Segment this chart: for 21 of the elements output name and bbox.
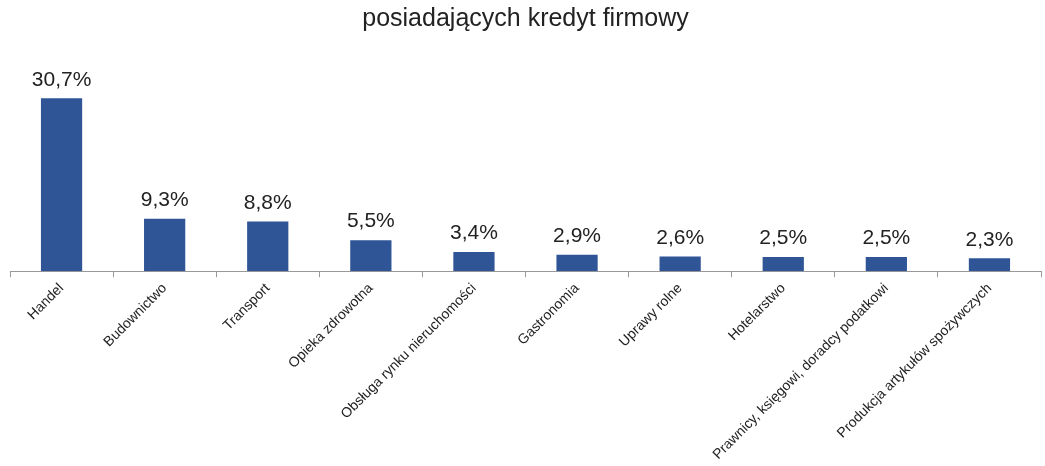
data-label: 9,3%: [140, 187, 189, 211]
bar: [659, 256, 701, 272]
bar: [247, 221, 289, 272]
chart-title: posiadających kredyt firmowy: [362, 2, 690, 31]
bar: [40, 98, 83, 272]
bar: [865, 257, 907, 272]
bar: [556, 254, 598, 272]
data-label: 30,7%: [31, 66, 92, 90]
bar: [144, 218, 186, 272]
bar: [350, 240, 392, 272]
bar: [968, 258, 1011, 272]
data-label: 5,5%: [346, 208, 395, 232]
bar: [453, 252, 495, 272]
data-label: 2,3%: [965, 226, 1014, 250]
data-label: 2,9%: [553, 223, 601, 247]
data-label: 2,5%: [759, 225, 808, 249]
bar: [762, 257, 804, 272]
data-label: 8,8%: [243, 189, 292, 213]
data-label: 2,6%: [656, 224, 705, 248]
data-label: 3,4%: [450, 220, 498, 244]
data-label: 2,5%: [862, 225, 911, 249]
